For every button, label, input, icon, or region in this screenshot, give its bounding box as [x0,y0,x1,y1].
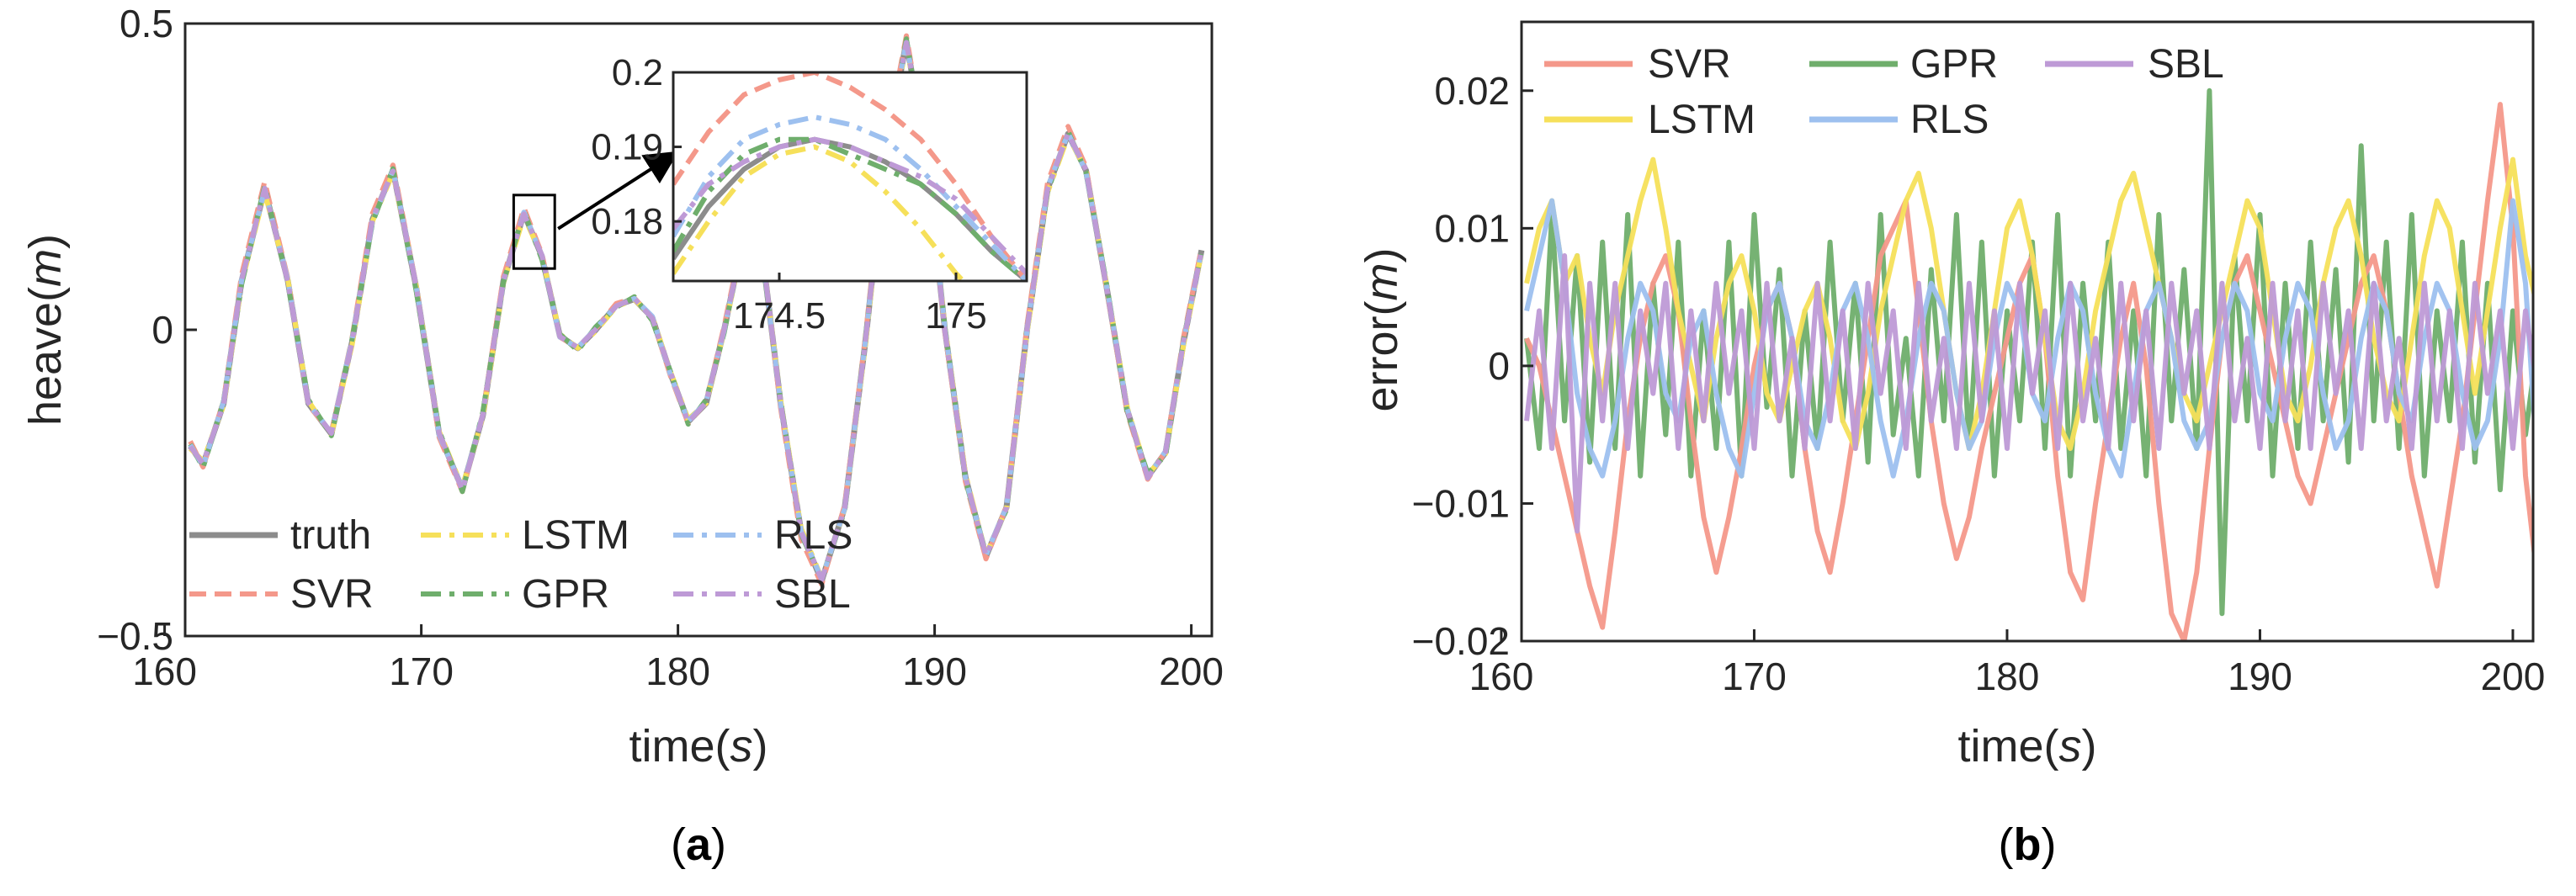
heave-y-tick-label: −0.5 [97,614,173,658]
error-x-label-text: time [1958,721,2044,771]
error-x-axis-label: time(s) [1958,721,2097,771]
inset-line-sbl [673,136,1027,276]
panel-letter-b: b [2014,819,2042,870]
heave-x-tick-label: 160 [132,649,197,693]
error-axes-box [1520,20,2535,643]
error-y-label-unit: m [1357,263,1407,301]
inset-axes-box [672,71,1028,283]
legend-label-svr: SVR [290,572,374,617]
heave-series-group [188,33,1205,587]
heave-y-label-text: heave [20,302,71,426]
legend-label-rls: RLS [774,513,852,558]
legend-label-b-lstm: LSTM [1648,98,1755,142]
inset-x-tick-label: 175 [925,295,986,337]
legend-label-b-sbl: SBL [2148,42,2224,87]
legend-label-b-svr: SVR [1648,42,1731,87]
zoom-region-box [512,194,556,270]
error-y-tick-label: −0.02 [1412,619,1510,663]
error-y-tick-label: −0.01 [1412,481,1510,525]
inset-x-tick-label: 174.5 [733,295,826,337]
heave-y-label-unit: m [20,249,71,287]
error-x-tick-label: 200 [2481,655,2546,698]
panel-label-a: (a) [671,819,726,870]
heave-x-tick-label: 190 [902,649,967,693]
inset-y-tick-label: 0.2 [612,52,663,93]
panel-label-b: (b) [1999,819,2057,870]
heave-y-tick-label: 0 [151,308,173,352]
error-x-label-unit: s [2059,721,2082,771]
error-x-tick-label: 160 [1469,655,1534,698]
error-y-tick-label: 0 [1488,344,1510,388]
error-y-label-text: error [1357,315,1407,411]
legend-label-truth: truth [290,513,371,558]
error-legend: SVR GPR SBL LSTM RLS [1544,42,2224,142]
legend-label-lstm: LSTM [522,513,629,558]
panel-letter-a: a [686,819,712,870]
heave-ticks-group: 160 170 180 190 200 −0.5 0 0.5 [97,2,1224,693]
legend-label-b-rls: RLS [1910,98,1989,142]
heave-x-label-text: time [629,721,715,771]
legend-label-gpr: GPR [522,572,609,617]
heave-x-tick-label: 200 [1159,649,1224,693]
error-y-axis-label: error(m) [1357,248,1407,412]
zoom-arrow [557,151,679,231]
heave-x-tick-label: 180 [645,649,710,693]
panel-a-heave-chart: 160 170 180 190 200 −0.5 0 0.5 174.5 175 0.18 0.19… [20,2,1224,870]
heave-legend: truth LSTM RLS SVR GPR SBL [189,513,852,617]
inset-line-truth [673,136,1027,281]
inset-line-lstm [673,144,967,281]
zoom-inset: 174.5 175 0.18 0.19 0.2 [591,52,1028,337]
inset-y-tick-label: 0.18 [591,201,663,242]
inset-series-group [673,72,1027,281]
heave-y-tick-label: 0.5 [120,2,173,45]
error-x-tick-label: 180 [1975,655,2040,698]
inset-line-rls [673,114,1027,281]
error-ticks-group: 160 170 180 190 200 −0.02 −0.01 0 0.01 0.02 [1412,69,2546,698]
error-y-tick-label: 0.02 [1434,69,1510,113]
inset-line-svr [673,72,1027,281]
heave-y-axis-label: heave(m) [20,234,71,426]
panel-b-error-chart: 160 170 180 190 200 −0.02 −0.01 0 0.01 0.02 SVR G… [1357,20,2546,870]
error-series-group [1524,87,2533,641]
error-x-tick-label: 190 [2228,655,2292,698]
heave-line-sbl [188,40,1204,582]
legend-label-sbl: SBL [774,572,851,617]
heave-x-axis-label: time(s) [629,721,768,771]
heave-x-label-unit: s [730,721,753,771]
error-x-tick-label: 170 [1722,655,1787,698]
error-line-sbl [1524,253,2533,534]
inset-background [673,72,1027,281]
inset-y-tick-label: 0.19 [591,127,663,168]
legend-label-b-gpr: GPR [1910,42,1998,87]
heave-x-tick-label: 170 [389,649,454,693]
error-y-tick-label: 0.01 [1434,206,1510,250]
inset-ticks-group: 174.5 175 0.18 0.19 0.2 [591,52,986,337]
